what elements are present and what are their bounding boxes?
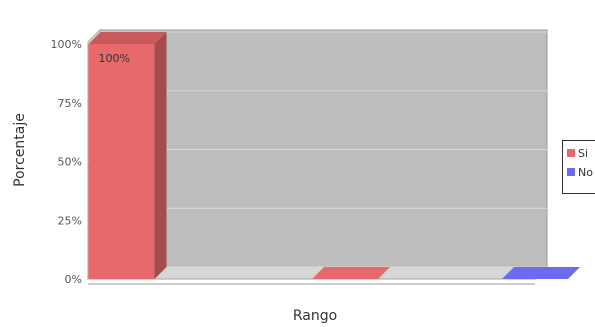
legend-label-si: Si	[578, 146, 589, 160]
legend-item-no: No	[567, 165, 593, 179]
y-axis-title: Porcentaje	[12, 113, 28, 187]
bar-si-0	[88, 32, 167, 279]
bar-si-1	[312, 267, 391, 279]
y-tick-label: 25%	[58, 214, 82, 227]
y-tick-label: 0%	[65, 273, 82, 286]
legend-swatch-si	[567, 149, 575, 157]
y-tick-label: 75%	[58, 97, 82, 110]
data-labels: 100%	[99, 52, 130, 65]
legend-swatch-no	[567, 168, 575, 176]
bar-no-1	[502, 267, 580, 279]
y-tick-label: 50%	[58, 156, 82, 169]
y-tick-labels: 0% 25% 50% 75% 100%	[51, 38, 82, 286]
bar-top	[88, 32, 167, 44]
gridline	[87, 31, 547, 45]
bar-side	[154, 32, 167, 279]
bar-top	[312, 267, 391, 279]
data-label: 100%	[99, 52, 130, 65]
legend-label-no: No	[578, 165, 593, 179]
bars	[88, 32, 580, 279]
bar-top	[502, 267, 580, 279]
x-axis-title: Rango	[293, 308, 337, 324]
bar-front	[88, 44, 155, 279]
back-wall	[99, 29, 548, 268]
legend-item-si: Si	[567, 146, 588, 160]
legend: Si No	[562, 140, 595, 194]
y-tick-label: 100%	[51, 38, 82, 51]
